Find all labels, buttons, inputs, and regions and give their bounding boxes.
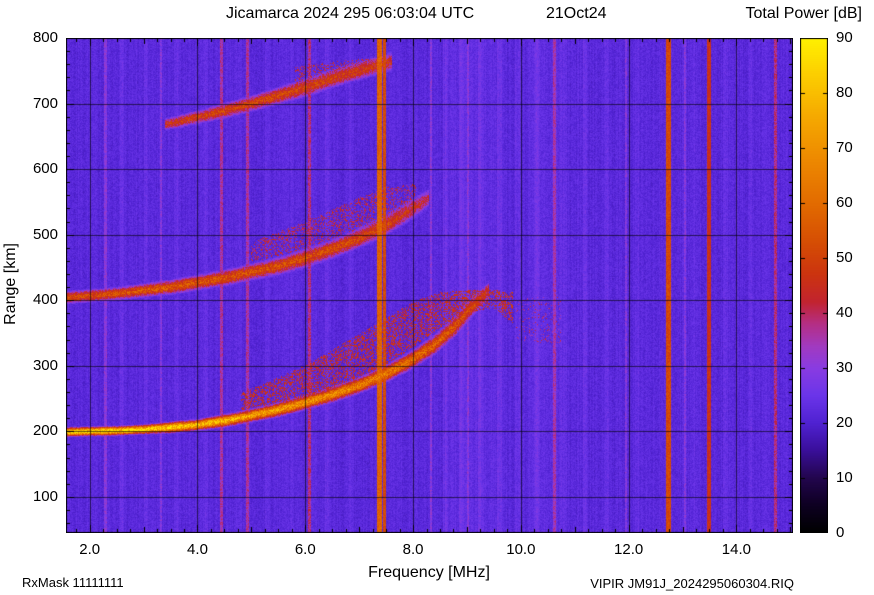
y-tick-label: 300	[32, 356, 58, 374]
colorbar-tick-label: 80	[836, 84, 853, 101]
colorbar-tick-label: 60	[836, 194, 853, 211]
y-tick-label: 500	[32, 225, 58, 243]
colorbar-tick-label: 20	[836, 414, 853, 431]
rxmask-text: RxMask 11111111	[22, 575, 124, 590]
ionogram-heatmap	[66, 38, 793, 533]
x-tick-label: 2.0	[79, 541, 101, 558]
x-tick-label: 10.0	[506, 541, 536, 558]
x-tick-label: 14.0	[721, 541, 752, 558]
plot-title: Jicamarca 2024 295 06:03:04 UTC	[226, 5, 475, 22]
colorbar-title: Total Power [dB]	[745, 5, 863, 22]
x-tick-label: 12.0	[614, 541, 644, 558]
x-tick-label: 8.0	[402, 541, 424, 558]
colorbar-tick-label: 10	[836, 469, 853, 486]
colorbar-tick-label: 30	[836, 359, 853, 376]
y-tick-label: 400	[32, 291, 58, 309]
x-tick-label: 6.0	[294, 541, 316, 558]
colorbar-tick-label: 70	[836, 139, 853, 156]
colorbar-tick-label: 40	[836, 304, 853, 321]
y-tick-label: 200	[32, 422, 58, 440]
colorbar	[800, 38, 828, 533]
y-tick-label: 700	[32, 94, 58, 112]
colorbar-tick-label: 0	[836, 524, 845, 541]
x-tick-label: 4.0	[187, 541, 208, 558]
y-tick-label: 600	[32, 160, 58, 178]
y-axis-label: Range [km]	[2, 243, 19, 325]
plot-date: 21Oct24	[546, 5, 607, 22]
source-file-text: VIPIR JM91J_2024295060304.RIQ	[590, 576, 794, 591]
x-axis-label: Frequency [MHz]	[368, 564, 490, 581]
y-tick-label: 800	[32, 29, 58, 46]
y-tick-label: 100	[32, 487, 58, 505]
colorbar-tick-label: 90	[836, 29, 853, 46]
colorbar-tick-label: 50	[836, 249, 853, 266]
